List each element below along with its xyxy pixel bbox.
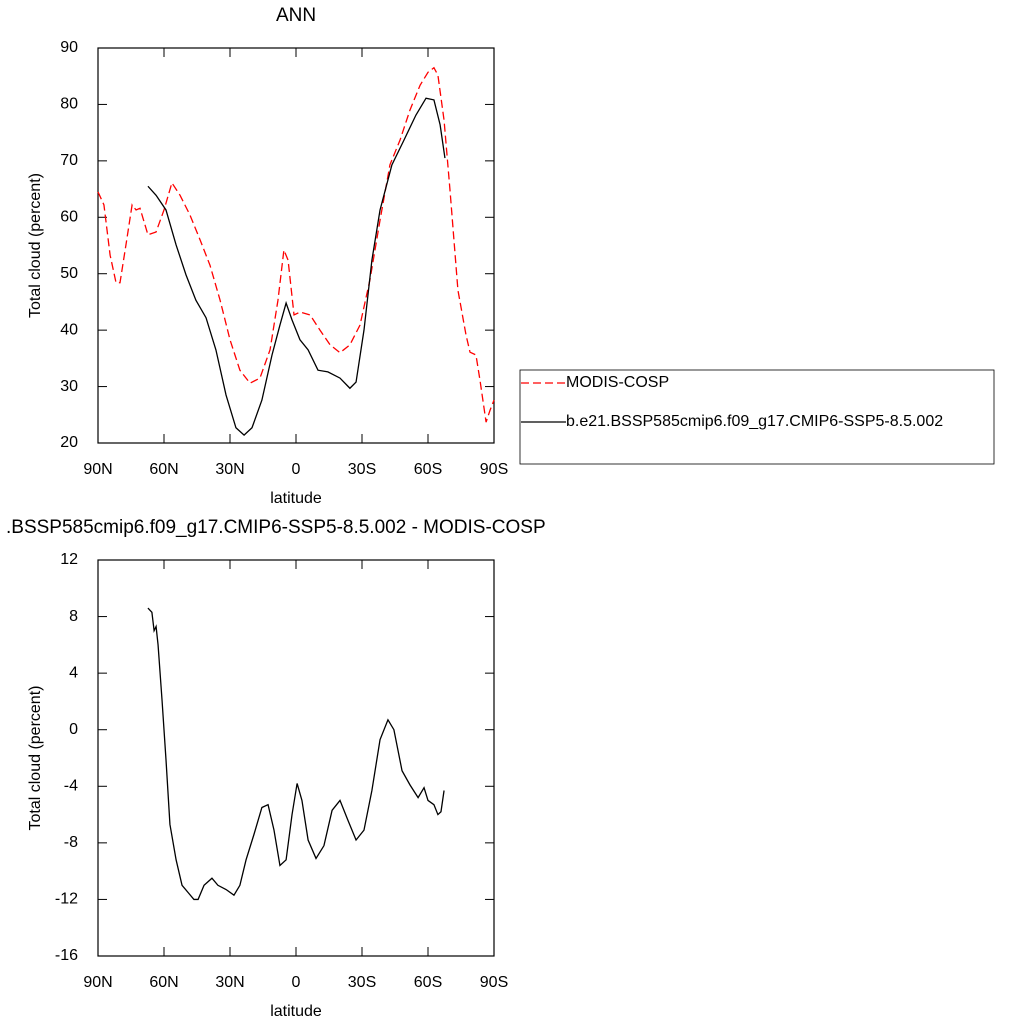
legend-box (519, 369, 995, 465)
legend-label: MODIS-COSP (566, 374, 669, 391)
x-tick-label: 60S (414, 461, 442, 478)
y-axis-label: Total cloud (percent) (27, 173, 44, 318)
y-tick-label: -4 (64, 778, 78, 795)
y-tick-label: -16 (55, 947, 78, 964)
y-tick-label: 50 (60, 265, 78, 282)
y-tick-label: 30 (60, 378, 78, 395)
y-tick-label: 70 (60, 152, 78, 169)
chart-title: .BSSP585cmip6.f09_g17.CMIP6-SSP5-8.5.002… (6, 517, 546, 538)
data-line (147, 607, 445, 901)
x-tick-label: 30S (348, 461, 376, 478)
plot-frame (97, 559, 495, 957)
y-tick-label: 8 (69, 608, 78, 625)
x-tick-label: 90S (480, 974, 508, 991)
y-tick-label: 12 (60, 551, 78, 568)
x-tick-label: 0 (292, 461, 301, 478)
data-line (97, 66, 495, 423)
y-tick-label: 60 (60, 209, 78, 226)
y-tick-label: 90 (60, 39, 78, 56)
x-tick-label: 90S (480, 461, 508, 478)
y-tick-label: 4 (69, 664, 78, 681)
y-tick-label: 20 (60, 434, 78, 451)
x-tick-label: 60S (414, 974, 442, 991)
data-line (147, 97, 446, 436)
x-tick-label: 90N (83, 974, 112, 991)
plot-frame (97, 47, 495, 444)
y-tick-label: 80 (60, 96, 78, 113)
x-tick-label: 60N (149, 461, 178, 478)
x-tick-label: 30N (215, 974, 244, 991)
x-axis-label: latitude (270, 1003, 322, 1020)
chart-title: ANN (276, 5, 316, 26)
y-tick-label: 0 (69, 721, 78, 738)
x-tick-label: 30N (215, 461, 244, 478)
y-tick-label: -12 (55, 891, 78, 908)
x-tick-label: 0 (292, 974, 301, 991)
y-tick-label: -8 (64, 834, 78, 851)
y-axis-label: Total cloud (percent) (27, 686, 44, 831)
x-tick-label: 90N (83, 461, 112, 478)
x-axis-label: latitude (270, 490, 322, 507)
y-tick-label: 40 (60, 321, 78, 338)
legend-label: b.e21.BSSP585cmip6.f09_g17.CMIP6-SSP5-8.… (566, 413, 943, 430)
x-tick-label: 30S (348, 974, 376, 991)
x-tick-label: 60N (149, 974, 178, 991)
